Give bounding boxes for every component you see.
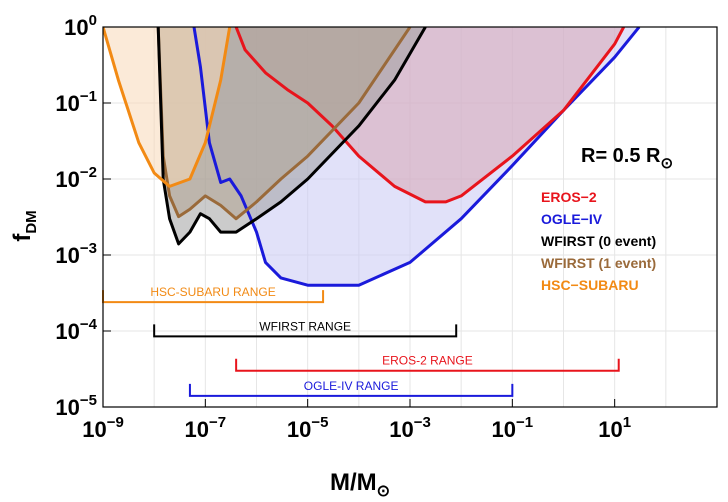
- y-axis-title: fDM: [9, 210, 40, 241]
- legend: EROS−2 OGLE−IV WFIRST (0 event) WFIRST (1 e…: [541, 189, 656, 293]
- x-tick-label: 101: [598, 414, 631, 442]
- x-tick-label: 10−5: [287, 414, 329, 442]
- range-label: WFIRST RANGE: [259, 319, 351, 333]
- legend-item: OGLE−IV: [541, 211, 603, 227]
- legend-item: WFIRST (1 event): [541, 255, 656, 271]
- constraint-curves: [103, 27, 641, 287]
- x-tick-label: 10−1: [492, 414, 534, 442]
- range-label: EROS-2 RANGE: [382, 354, 473, 368]
- legend-item: EROS−2: [541, 189, 597, 205]
- range-label: OGLE-IV RANGE: [304, 379, 399, 393]
- legend-item: HSC−SUBARU: [541, 277, 639, 293]
- legend-item: WFIRST (0 event): [541, 233, 656, 249]
- range-ogle-iv-range: OGLE-IV RANGE: [188, 379, 514, 397]
- region-wfirst-0-event-: [158, 27, 426, 244]
- annotation-radius: R= 0.5 R⊙: [581, 145, 673, 172]
- range-wfirst-range: WFIRST RANGE: [153, 319, 458, 338]
- range-bracket: [235, 358, 620, 372]
- x-tick-label: 10−7: [185, 414, 227, 442]
- curve-ogle-iv: [192, 27, 641, 287]
- region-hsc-subaru: [103, 27, 230, 187]
- curve-wfirst-0-event-: [156, 27, 427, 246]
- x-ticks: 10−9 10−7 10−5 10−3 10−1 101: [82, 399, 631, 442]
- y-ticks: 100 10−1 10−2 10−3 10−4 10−5: [55, 12, 111, 420]
- range-bracket: [153, 324, 458, 338]
- curve-eros-2: [234, 27, 626, 204]
- y-tick-label: 100: [64, 12, 97, 40]
- curve-wfirst-1-event-: [156, 27, 412, 221]
- y-tick-label: 10−5: [55, 392, 97, 420]
- x-axis-title: M/M⊙: [330, 469, 390, 500]
- y-tick-label: 10−2: [55, 164, 97, 192]
- range-label: HSC-SUBARU RANGE: [150, 285, 275, 299]
- range-eros-2-range: EROS-2 RANGE: [235, 354, 620, 372]
- range-bracket: [188, 383, 514, 397]
- curve-hsc-subaru: [103, 27, 232, 188]
- y-tick-label: 10−1: [55, 88, 97, 116]
- y-tick-label: 10−3: [55, 240, 97, 268]
- y-tick-label: 10−4: [55, 316, 97, 344]
- x-tick-label: 10−9: [82, 414, 124, 442]
- x-tick-label: 10−3: [389, 414, 431, 442]
